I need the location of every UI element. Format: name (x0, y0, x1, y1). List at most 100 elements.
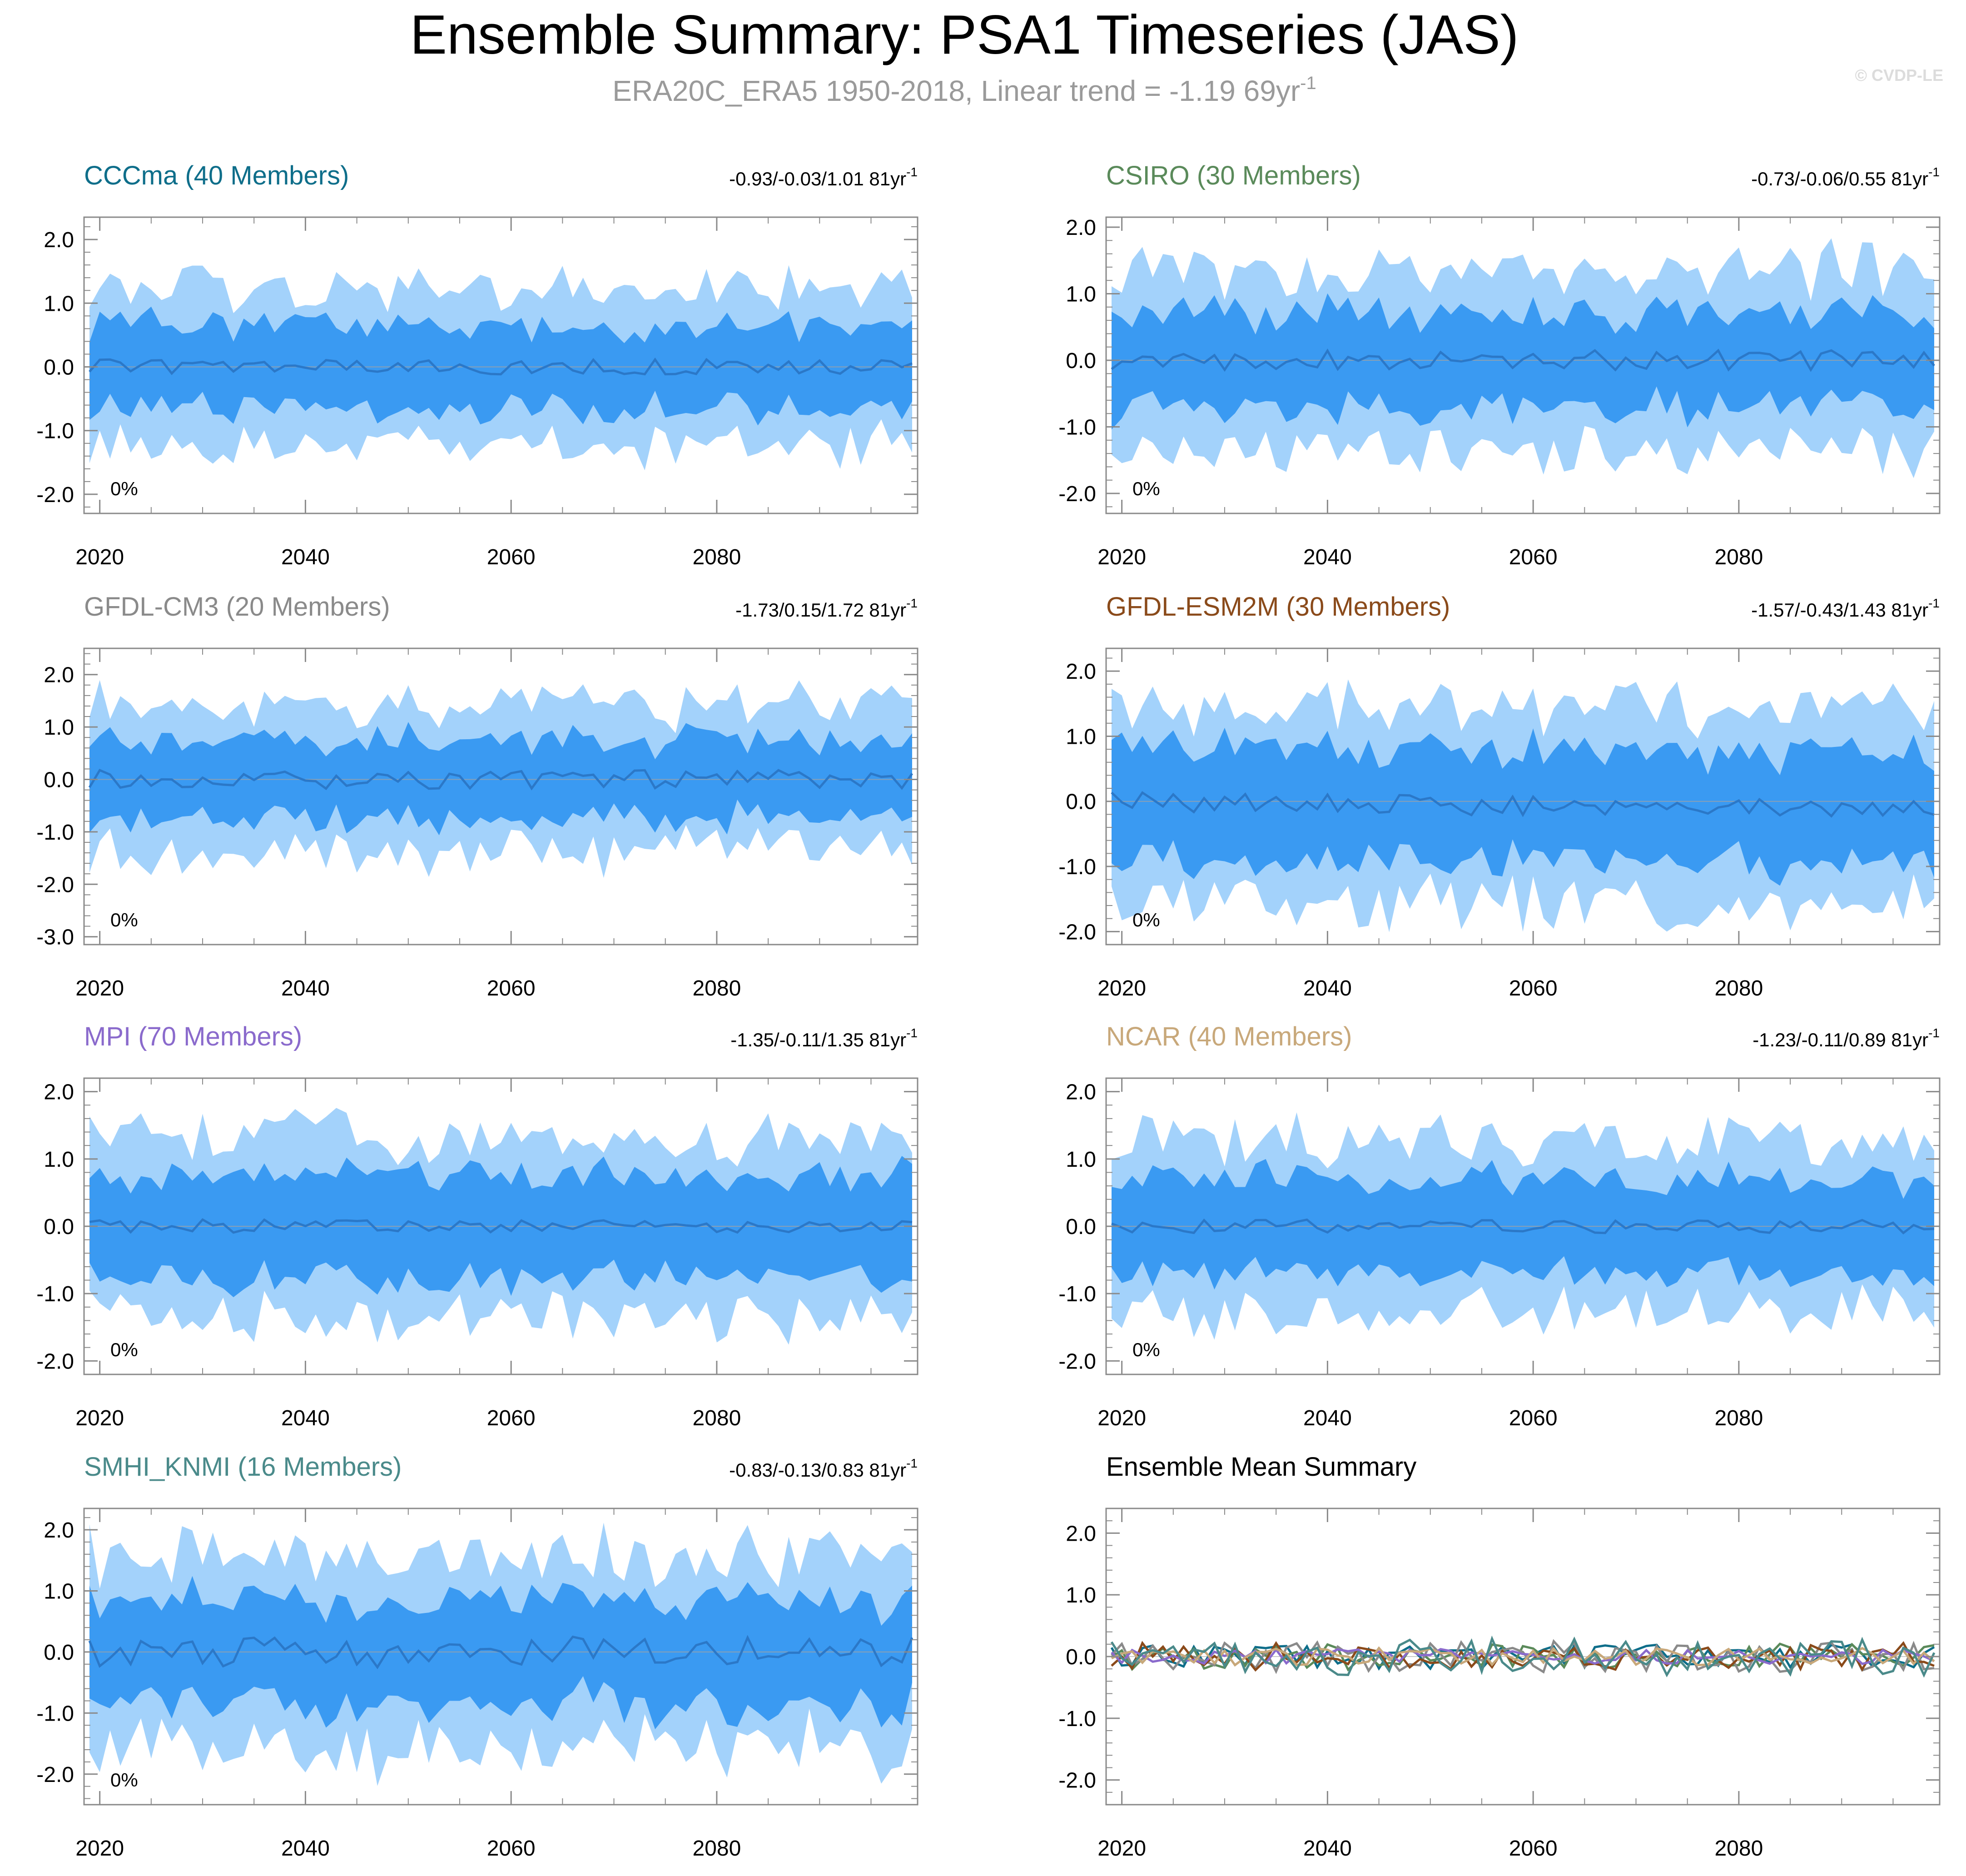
panel-cccma: CCCma (40 Members) -0.93/-0.03/1.01 81yr-… (36, 161, 918, 569)
plot-frame (83, 1508, 918, 1806)
figure-title: Ensemble Summary: PSA1 Timeseries (JAS) (410, 4, 1519, 65)
y-tick-label: 0.0 (44, 768, 74, 792)
x-tick-label: 2040 (1303, 1836, 1352, 1861)
x-tick-label: 2080 (692, 545, 741, 569)
ensemble-mean-line (88, 769, 913, 791)
x-tick-label: 2060 (487, 1836, 536, 1861)
y-tick-label: -2.0 (1058, 1769, 1096, 1793)
y-tick-label: -1.0 (1058, 1282, 1096, 1306)
y-tick-label: -1.0 (1058, 1707, 1096, 1731)
y-tick-label: -2.0 (36, 1763, 74, 1787)
ensemble-mean-line (1111, 348, 1935, 372)
trend-value: -0.93/-0.03/1.01 81yr (729, 168, 906, 189)
y-tick-label: 1.0 (1066, 1583, 1096, 1607)
x-tick-label: 2020 (1097, 976, 1146, 1000)
percent-label: 0% (110, 1769, 138, 1791)
panel-title: Ensemble Mean Summary (1106, 1452, 1416, 1482)
y-tick-label: -2.0 (36, 873, 74, 897)
y-tick-label: 1.0 (1066, 725, 1096, 749)
y-tick-label: -2.0 (1058, 920, 1096, 944)
trend-label: -1.73/0.15/1.72 81yr-1 (735, 596, 918, 621)
y-tick-label: -1.0 (36, 1702, 74, 1726)
y-tick-label: -1.0 (1058, 416, 1096, 440)
x-tick-label: 2040 (1303, 545, 1352, 569)
percent-label: 0% (1132, 909, 1160, 931)
ensemble-mean-line (89, 1218, 913, 1234)
x-tick-label: 2020 (1097, 1406, 1146, 1430)
copyright-label: © CVDP-LE (1855, 66, 1943, 85)
y-tick-label: 2.0 (1066, 1522, 1096, 1546)
trend-value: -1.57/-0.43/1.43 81yr (1751, 599, 1928, 621)
percent-label: 0% (110, 478, 138, 499)
y-tick-label: 0.0 (1066, 1215, 1096, 1239)
series-line-ncar (1111, 1646, 1935, 1667)
percent-label: 0% (110, 1339, 138, 1360)
x-tick-label: 2080 (1714, 545, 1763, 569)
y-tick-label: 2.0 (44, 228, 74, 252)
x-tick-label: 2080 (1714, 1836, 1763, 1861)
trend-value: -0.73/-0.06/0.55 81yr (1751, 168, 1928, 189)
trend-exponent: -1 (906, 596, 918, 610)
x-tick-label: 2080 (692, 976, 741, 1000)
x-tick-label: 2040 (1303, 976, 1352, 1000)
ensemble-mean-line (1111, 791, 1935, 818)
figure-subtitle: ERA20C_ERA5 1950-2018, Linear trend = -1… (612, 73, 1316, 107)
plot-frame (1105, 216, 1941, 514)
y-tick-label: -2.0 (36, 483, 74, 507)
y-tick-label: 1.0 (1066, 282, 1096, 306)
y-tick-label: -1.0 (36, 821, 74, 845)
trend-exponent: -1 (1928, 596, 1940, 610)
y-tick-label: 0.0 (1066, 790, 1096, 814)
plot-frame (83, 216, 918, 514)
percent-label: 0% (1132, 478, 1160, 499)
y-tick-label: 1.0 (44, 292, 74, 316)
panel-smhiknmi: SMHI_KNMI (16 Members) -0.83/-0.13/0.83 8… (36, 1452, 918, 1861)
trend-exponent: -1 (906, 165, 918, 179)
percent-label: 0% (1132, 1339, 1160, 1360)
x-tick-label: 2060 (487, 976, 536, 1000)
x-tick-label: 2060 (487, 545, 536, 569)
x-tick-label: 2060 (1509, 976, 1558, 1000)
x-tick-label: 2020 (75, 1836, 124, 1861)
trend-label: -1.35/-0.11/1.35 81yr-1 (730, 1026, 918, 1050)
x-tick-label: 2060 (1509, 1406, 1558, 1430)
y-tick-label: 2.0 (1066, 660, 1096, 684)
y-tick-label: -3.0 (36, 926, 74, 950)
panel-title: CCCma (40 Members) (84, 161, 349, 190)
plot-frame (1105, 647, 1941, 945)
x-tick-label: 2020 (1097, 1836, 1146, 1861)
x-tick-label: 2060 (487, 1406, 536, 1430)
y-tick-label: 1.0 (1066, 1148, 1096, 1172)
y-tick-label: 2.0 (1066, 1080, 1096, 1105)
y-tick-label: 0.0 (1066, 349, 1096, 373)
inner-range-band (1112, 1159, 1934, 1290)
x-tick-label: 2040 (281, 1406, 330, 1430)
y-tick-label: -1.0 (36, 1282, 74, 1306)
x-tick-label: 2060 (1509, 1836, 1558, 1861)
panel-gfdlesm2m: GFDL-ESM2M (30 Members) -1.57/-0.43/1.43 … (1058, 592, 1941, 1000)
x-tick-label: 2020 (75, 976, 124, 1000)
trend-exponent: -1 (906, 1026, 918, 1040)
panel-gfdlcm3: GFDL-CM3 (20 Members) -1.73/0.15/1.72 81y… (36, 592, 918, 1000)
panel-title: GFDL-ESM2M (30 Members) (1106, 592, 1450, 622)
trend-label: -1.57/-0.43/1.43 81yr-1 (1751, 596, 1940, 621)
x-tick-label: 2040 (281, 545, 330, 569)
y-tick-label: 1.0 (44, 1579, 74, 1603)
trend-value: -1.35/-0.11/1.35 81yr (730, 1029, 906, 1050)
panel-title: GFDL-CM3 (20 Members) (84, 592, 390, 622)
y-tick-label: -1.0 (36, 419, 74, 443)
trend-exponent: -1 (1928, 1026, 1940, 1040)
trend-label: -1.23/-0.11/0.89 81yr-1 (1753, 1026, 1940, 1050)
x-tick-label: 2060 (1509, 545, 1558, 569)
plot-frame (83, 647, 918, 945)
inner-range-band (89, 306, 912, 426)
ensemble-mean-line (89, 357, 913, 376)
y-tick-label: 0.0 (44, 356, 74, 380)
x-tick-label: 2080 (1714, 976, 1763, 1000)
panel-mpi: MPI (70 Members) -1.35/-0.11/1.35 81yr-1-… (36, 1022, 918, 1430)
trend-exponent: -1 (906, 1456, 918, 1470)
y-tick-label: 2.0 (44, 1518, 74, 1543)
x-tick-label: 2040 (281, 976, 330, 1000)
panel-ensmean: Ensemble Mean Summary -2.0 -1.0 0.0 1.0 2.0 20… (1058, 1452, 1941, 1861)
y-tick-label: 1.0 (44, 716, 74, 740)
